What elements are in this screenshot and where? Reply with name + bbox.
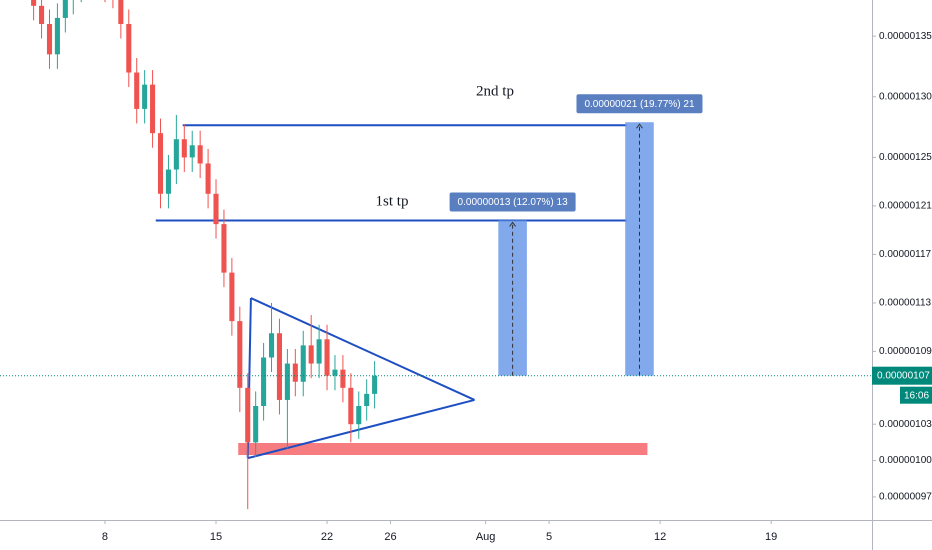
y-tick-label: 0.00000125 bbox=[879, 152, 932, 163]
candle-body bbox=[276, 333, 282, 400]
x-tick-label: 22 bbox=[321, 531, 333, 543]
x-tick-label: 15 bbox=[210, 531, 222, 543]
y-tick-label: 0.00000100 bbox=[879, 455, 932, 466]
y-tick-label: 0.00000097 bbox=[879, 492, 932, 503]
candle-body bbox=[229, 272, 235, 322]
candle-body bbox=[134, 72, 140, 109]
x-tick-label: 26 bbox=[384, 531, 396, 543]
candle-body bbox=[157, 133, 164, 194]
triangle-edge bbox=[247, 398, 475, 460]
candle-body bbox=[340, 369, 346, 388]
x-tick-label: 8 bbox=[102, 531, 108, 543]
y-tick-label: 0.00000117 bbox=[879, 249, 932, 260]
candle-body bbox=[189, 145, 195, 158]
price-tag-bg bbox=[872, 366, 932, 385]
support-zone bbox=[238, 442, 648, 455]
candle-body bbox=[181, 139, 187, 158]
candle-body bbox=[245, 387, 251, 443]
time-tag-bg bbox=[900, 386, 932, 404]
candle-body bbox=[165, 169, 171, 194]
candle-body bbox=[221, 224, 227, 273]
candle-body bbox=[324, 339, 330, 376]
arrow-head bbox=[509, 221, 517, 227]
candle-body bbox=[31, 0, 37, 6]
y-tick-label: 0.00000135 bbox=[879, 31, 932, 42]
price-tag: 0.00000107 bbox=[877, 370, 930, 381]
target-label: 0.00000013 (12.07%) 13 bbox=[458, 197, 569, 208]
target-label: 0.00000021 (19.77%) 21 bbox=[584, 99, 695, 110]
candle-body bbox=[348, 387, 354, 425]
candle-body bbox=[356, 406, 362, 425]
level-label: 2nd tp bbox=[476, 83, 514, 99]
candle-body bbox=[173, 139, 179, 170]
triangle-edge bbox=[250, 297, 475, 401]
candle-body bbox=[372, 375, 378, 394]
candle-body bbox=[126, 24, 132, 73]
candle-body bbox=[364, 393, 370, 407]
candle-body bbox=[300, 345, 306, 382]
candle-body bbox=[253, 406, 259, 443]
target-label-bg bbox=[576, 94, 703, 114]
candle-body bbox=[268, 333, 275, 358]
candle-body bbox=[39, 5, 45, 25]
candle-body bbox=[292, 363, 298, 382]
y-tick-label: 0.00000113 bbox=[879, 298, 932, 309]
target-label-bg bbox=[449, 192, 576, 212]
candle-body bbox=[332, 369, 338, 376]
candle-body bbox=[308, 345, 314, 364]
x-tick-label: 12 bbox=[654, 531, 666, 543]
candle-body bbox=[54, 17, 60, 55]
time-tag: 16:06 bbox=[904, 390, 929, 401]
candle-body bbox=[284, 363, 290, 400]
y-tick-label: 0.00000130 bbox=[879, 91, 932, 102]
candle-body bbox=[213, 193, 219, 225]
candle-body bbox=[316, 339, 322, 364]
arrow-head bbox=[636, 123, 643, 129]
y-tick-label: 0.00000109 bbox=[879, 346, 932, 357]
candle-body bbox=[62, 0, 68, 18]
x-tick-label: 19 bbox=[765, 531, 777, 543]
candle-body bbox=[237, 321, 243, 388]
candle-body bbox=[261, 357, 267, 407]
level-label: 1st tp bbox=[376, 193, 409, 209]
candle-body bbox=[150, 84, 156, 134]
candle-body bbox=[142, 84, 148, 109]
candle-body bbox=[205, 163, 211, 194]
candle-body bbox=[46, 24, 53, 55]
candle-body bbox=[197, 145, 203, 164]
candle-body bbox=[118, 0, 124, 25]
x-tick-label: 5 bbox=[546, 531, 552, 543]
y-tick-label: 0.00000121 bbox=[879, 201, 932, 212]
y-tick-label: 0.00000103 bbox=[879, 419, 932, 430]
x-tick-label: Aug bbox=[476, 531, 496, 543]
